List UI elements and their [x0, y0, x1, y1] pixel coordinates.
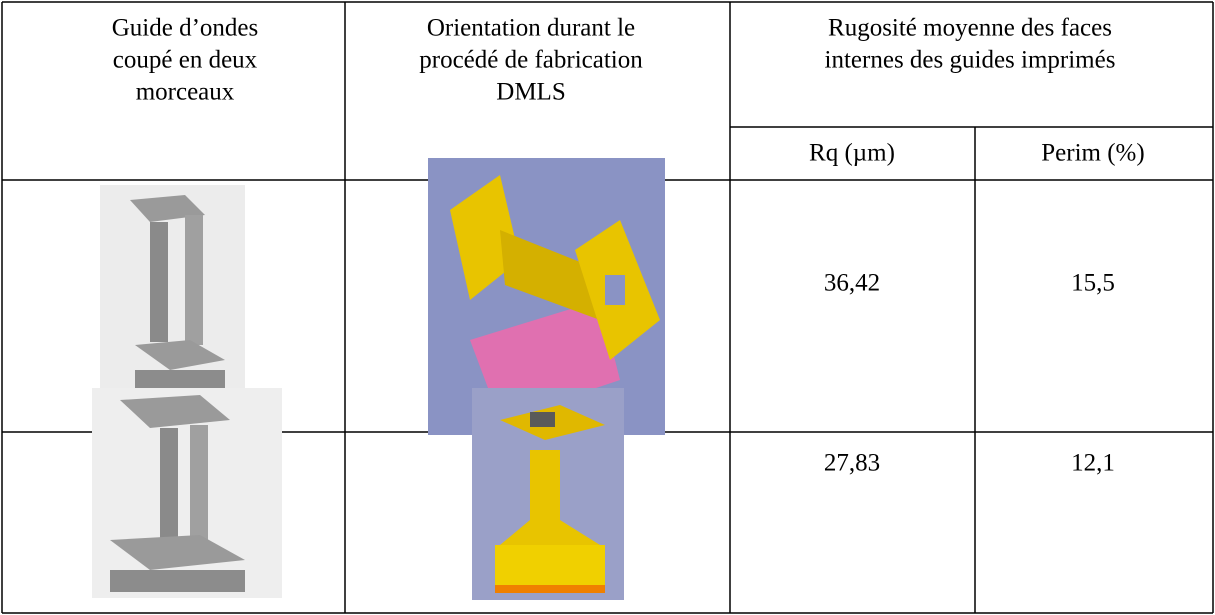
header-text: DMLS: [496, 79, 565, 106]
photo-waveguide-split-2: [92, 388, 282, 598]
cell-value: 27,83: [824, 450, 880, 477]
cell-value: 12,1: [1071, 450, 1115, 477]
header-text: internes des guides imprimés: [825, 47, 1116, 74]
header-text: Guide d’ondes: [112, 15, 259, 42]
header-text: coupé en deux: [113, 47, 258, 74]
cell-value: 15,5: [1071, 270, 1115, 297]
header-text: Orientation durant le: [427, 15, 635, 42]
header-text: procédé de fabrication: [419, 47, 643, 74]
header-text: morceaux: [136, 79, 235, 106]
photo-waveguide-split: [100, 185, 245, 425]
subheader-text: Rq (µm): [809, 140, 895, 167]
cad-orientation-2: [472, 388, 624, 600]
subheader-text: Perim (%): [1041, 140, 1144, 167]
cell-value: 36,42: [824, 270, 880, 297]
header-text: Rugosité moyenne des faces: [828, 15, 1112, 42]
